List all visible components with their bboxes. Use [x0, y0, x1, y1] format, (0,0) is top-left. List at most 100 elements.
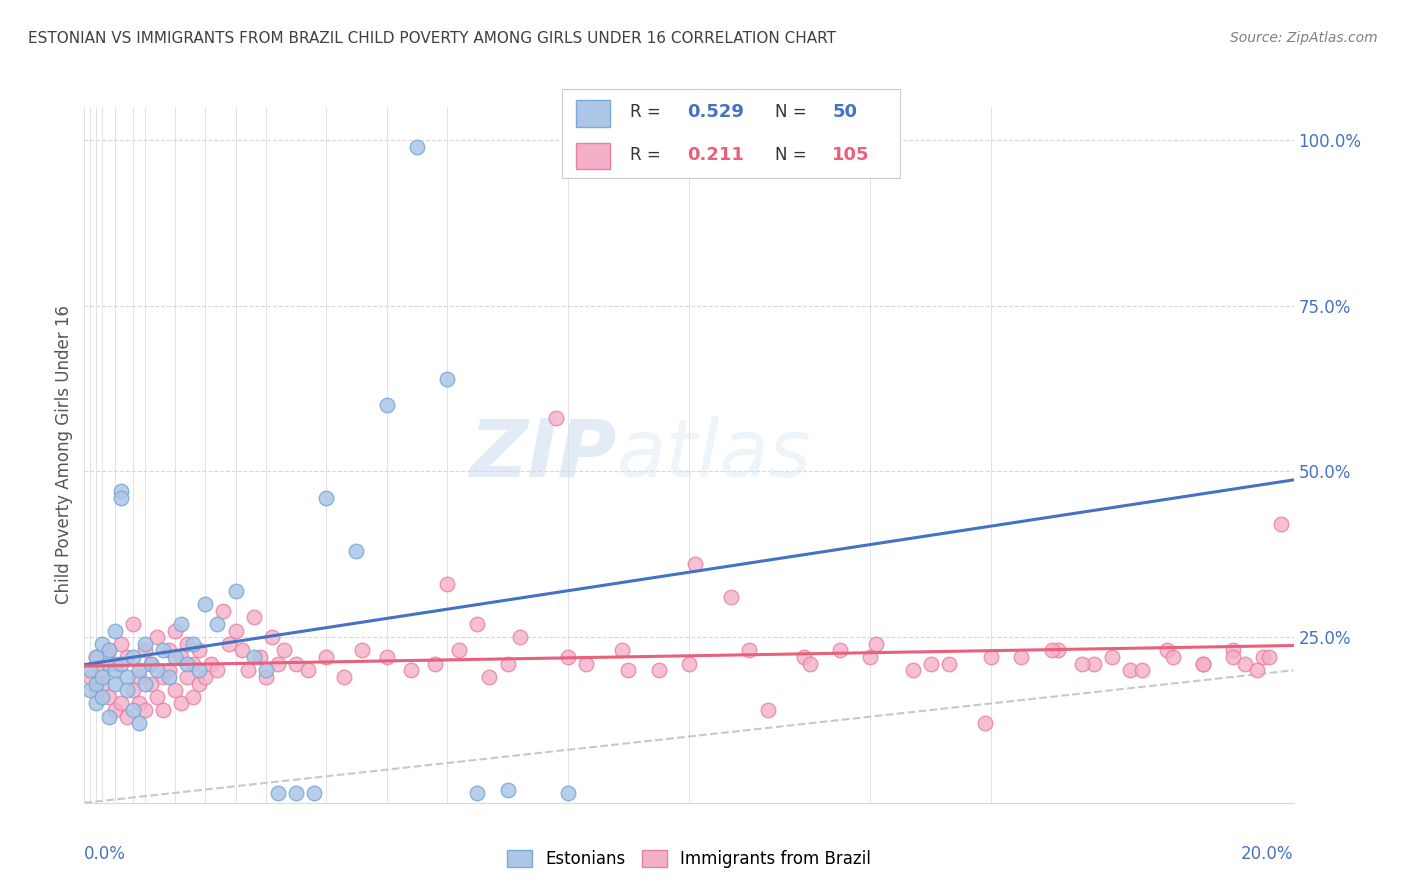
Point: [1119, 663, 1142, 677]
Point: [86, 650, 108, 665]
Point: [157, 663, 180, 677]
Point: [236, 663, 259, 677]
Point: [157, 670, 180, 684]
Point: [97, 643, 120, 657]
Point: [1222, 650, 1244, 665]
Point: [139, 676, 162, 690]
Point: [1046, 643, 1069, 657]
Legend: Estonians, Immigrants from Brazil: Estonians, Immigrants from Brazil: [501, 843, 877, 874]
Point: [134, 637, 156, 651]
Point: [188, 676, 211, 690]
Point: [346, 544, 368, 558]
Point: [423, 657, 446, 671]
Text: ZIP: ZIP: [470, 416, 616, 494]
Point: [170, 650, 193, 665]
Point: [249, 650, 271, 665]
Point: [79, 670, 101, 684]
Point: [254, 663, 277, 677]
Point: [1258, 650, 1281, 665]
Point: [1191, 657, 1213, 671]
Text: 20.0%: 20.0%: [1241, 845, 1294, 863]
Point: [260, 630, 283, 644]
Point: [163, 650, 186, 665]
Point: [212, 604, 235, 618]
Point: [121, 650, 143, 665]
Point: [1222, 643, 1244, 657]
Point: [406, 140, 429, 154]
Point: [467, 786, 489, 800]
Point: [496, 782, 519, 797]
Point: [980, 650, 1002, 665]
Point: [97, 690, 120, 704]
Point: [207, 663, 229, 677]
Point: [225, 583, 247, 598]
Point: [176, 670, 198, 684]
Point: [163, 683, 186, 698]
Point: [97, 657, 120, 671]
Point: [86, 650, 108, 665]
Point: [200, 657, 222, 671]
Point: [557, 650, 579, 665]
Point: [1234, 657, 1257, 671]
Point: [86, 697, 108, 711]
Point: [436, 577, 458, 591]
Point: [901, 663, 924, 677]
Text: Source: ZipAtlas.com: Source: ZipAtlas.com: [1230, 31, 1378, 45]
Point: [188, 643, 211, 657]
Point: [134, 676, 156, 690]
Point: [449, 643, 471, 657]
Point: [756, 703, 779, 717]
Point: [399, 663, 422, 677]
Point: [859, 650, 882, 665]
Point: [1156, 643, 1178, 657]
Point: [121, 616, 143, 631]
Point: [242, 650, 264, 665]
Y-axis label: Child Poverty Among Girls Under 16: Child Poverty Among Girls Under 16: [55, 305, 73, 605]
Point: [157, 643, 180, 657]
Point: [104, 657, 127, 671]
Point: [575, 657, 598, 671]
Point: [1191, 657, 1213, 671]
Point: [207, 616, 229, 631]
Point: [91, 676, 114, 690]
Point: [176, 657, 198, 671]
Point: [242, 610, 264, 624]
Text: R =: R =: [630, 103, 661, 121]
Point: [115, 670, 138, 684]
Point: [121, 703, 143, 717]
Point: [1161, 650, 1184, 665]
Point: [1101, 650, 1123, 665]
Point: [647, 663, 671, 677]
Point: [297, 663, 319, 677]
FancyBboxPatch shape: [576, 143, 610, 169]
Point: [302, 786, 325, 800]
Point: [104, 703, 127, 717]
FancyBboxPatch shape: [576, 100, 610, 127]
Point: [152, 670, 174, 684]
Point: [128, 716, 150, 731]
Point: [284, 657, 308, 671]
Point: [509, 630, 531, 644]
Point: [134, 703, 156, 717]
Point: [218, 637, 240, 651]
Point: [181, 657, 204, 671]
Text: 50: 50: [832, 103, 858, 121]
Text: 0.529: 0.529: [688, 103, 744, 121]
Point: [799, 657, 821, 671]
Point: [104, 676, 127, 690]
Point: [231, 643, 253, 657]
Point: [110, 637, 132, 651]
Point: [115, 683, 138, 698]
Point: [115, 650, 138, 665]
Point: [110, 697, 132, 711]
Point: [97, 709, 120, 723]
Text: 0.211: 0.211: [688, 146, 744, 164]
Point: [865, 637, 887, 651]
Point: [91, 637, 114, 651]
Point: [188, 663, 211, 677]
Point: [128, 663, 150, 677]
Point: [478, 670, 501, 684]
Point: [352, 643, 374, 657]
Point: [152, 643, 174, 657]
Point: [315, 650, 337, 665]
